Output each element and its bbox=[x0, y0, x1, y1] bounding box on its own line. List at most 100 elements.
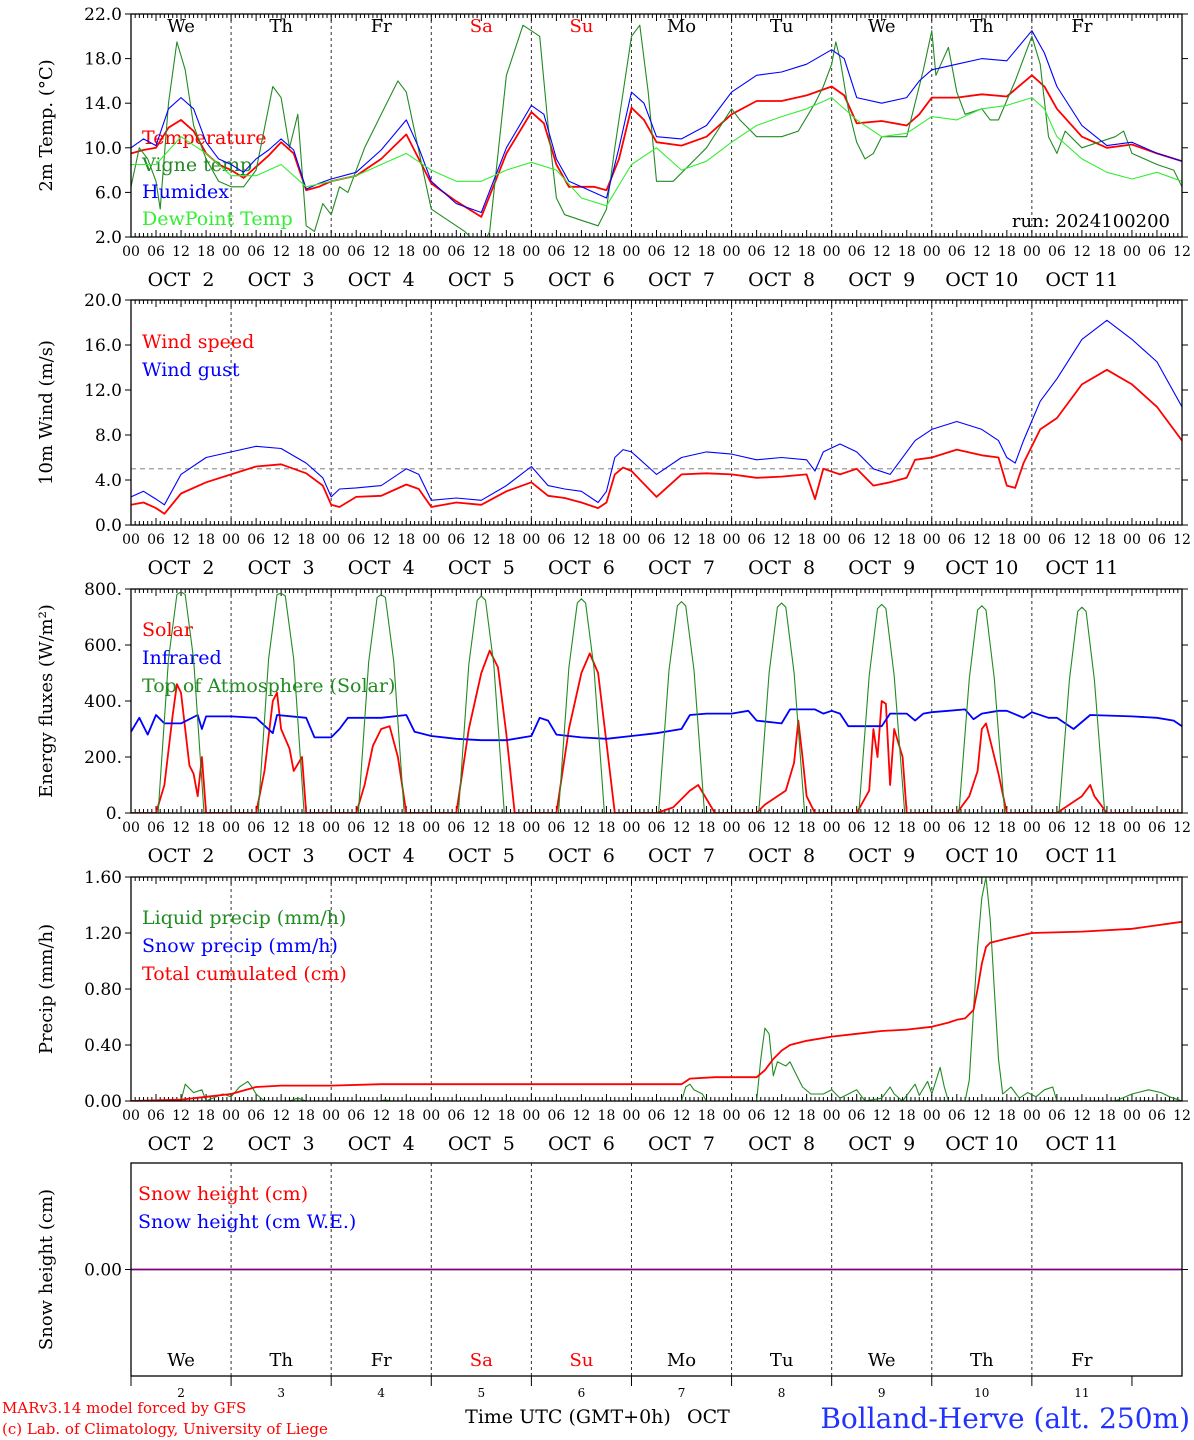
y-tick-label: 0. bbox=[106, 804, 122, 824]
hour-tick-label: 12 bbox=[372, 820, 390, 836]
legend-entry: Infrared bbox=[142, 647, 222, 669]
hour-tick-label: 18 bbox=[197, 1108, 215, 1124]
hour-tick-label: 18 bbox=[197, 820, 215, 836]
hour-tick-label: 12 bbox=[573, 244, 591, 260]
legend-entry: Wind speed bbox=[142, 331, 254, 353]
y-axis-title: 10m Wind (m/s) bbox=[36, 340, 57, 485]
hour-tick-label: 12 bbox=[873, 820, 891, 836]
hour-tick-label: 06 bbox=[848, 532, 866, 548]
hour-tick-label: 12 bbox=[272, 532, 290, 548]
hour-tick-label: 12 bbox=[973, 244, 991, 260]
day-number-label: 2 bbox=[177, 1386, 185, 1400]
date-label: OCT 7 bbox=[648, 269, 715, 291]
y-tick-label: 22.0 bbox=[84, 5, 122, 25]
y-tick-label: 0.80 bbox=[84, 980, 122, 1000]
y-tick-label: 1.20 bbox=[84, 924, 122, 944]
day-number-label: 8 bbox=[778, 1386, 786, 1400]
series-line-temperature bbox=[131, 74, 1182, 218]
hour-tick-label: 06 bbox=[347, 532, 365, 548]
weekday-label: Th bbox=[269, 1350, 293, 1371]
hour-tick-label: 06 bbox=[1148, 820, 1166, 836]
hour-tick-label: 06 bbox=[447, 820, 465, 836]
hour-tick-label: 18 bbox=[798, 1108, 816, 1124]
hour-tick-label: 00 bbox=[222, 1108, 240, 1124]
hour-tick-label: 00 bbox=[923, 820, 941, 836]
weekday-label: Sa bbox=[470, 16, 493, 37]
hour-tick-label: 18 bbox=[598, 820, 616, 836]
series-line-vigne-temp bbox=[131, 24, 1182, 237]
hour-tick-label: 18 bbox=[998, 820, 1016, 836]
hour-tick-label: 06 bbox=[347, 244, 365, 260]
date-label: OCT 8 bbox=[748, 557, 815, 579]
date-label: OCT 4 bbox=[348, 269, 415, 291]
hour-tick-label: 12 bbox=[1073, 244, 1091, 260]
series-line-solar bbox=[131, 649, 1182, 813]
hour-tick-label: 00 bbox=[422, 820, 440, 836]
legend-entry: Snow height (cm W.E.) bbox=[138, 1211, 356, 1233]
hour-tick-label: 18 bbox=[397, 532, 415, 548]
plot-frame bbox=[130, 299, 1183, 526]
hour-tick-label: 06 bbox=[147, 820, 165, 836]
hour-tick-label: 06 bbox=[147, 532, 165, 548]
hour-tick-label: 18 bbox=[698, 820, 716, 836]
hour-tick-label: 00 bbox=[522, 532, 540, 548]
y-tick-label: 6.0 bbox=[95, 183, 122, 203]
hour-tick-label: 06 bbox=[247, 1108, 265, 1124]
hour-tick-label: 06 bbox=[247, 532, 265, 548]
hour-tick-label: 12 bbox=[172, 820, 190, 836]
hour-tick-label: 12 bbox=[1073, 532, 1091, 548]
hour-tick-label: 18 bbox=[598, 244, 616, 260]
hour-tick-label: 12 bbox=[873, 244, 891, 260]
hour-tick-label: 00 bbox=[1023, 820, 1041, 836]
hour-tick-label: 18 bbox=[197, 532, 215, 548]
date-label: OCT 3 bbox=[248, 269, 315, 291]
date-label: OCT 5 bbox=[448, 845, 515, 867]
hour-tick-label: 12 bbox=[773, 532, 791, 548]
hour-tick-label: 12 bbox=[673, 1108, 691, 1124]
hour-tick-label: 12 bbox=[472, 244, 490, 260]
hour-tick-label: 18 bbox=[197, 244, 215, 260]
date-label: OCT 9 bbox=[848, 557, 915, 579]
hour-tick-label: 18 bbox=[1098, 820, 1116, 836]
date-label: OCT 9 bbox=[848, 845, 915, 867]
hour-tick-label: 12 bbox=[372, 244, 390, 260]
date-label: OCT 11 bbox=[1045, 557, 1118, 579]
y-tick-label: 4.0 bbox=[95, 471, 122, 491]
hour-tick-label: 12 bbox=[973, 820, 991, 836]
y-tick-label: 200. bbox=[84, 748, 122, 768]
day-number-label: 6 bbox=[578, 1386, 586, 1400]
y-axis-title: Energy fluxes (W/m²) bbox=[36, 604, 57, 798]
date-label: OCT 9 bbox=[848, 1133, 915, 1155]
legend-entry: Total cumulated (cm) bbox=[142, 963, 347, 985]
temp-panel: 2.0 6.0 10.0 14.0 18.0 22.0 2m Temp. (°C) 00 06 1… bbox=[36, 5, 1191, 291]
hour-tick-label: 12 bbox=[172, 1108, 190, 1124]
hour-tick-label: 06 bbox=[848, 244, 866, 260]
snow-panel: 0.00 Snow height (cm) We 2 Th 3 Fr 4 Sa 5 Su 6 Mo 7 Tu… bbox=[36, 1162, 1188, 1400]
hour-tick-label: 00 bbox=[623, 1108, 641, 1124]
hour-tick-label: 12 bbox=[1173, 820, 1191, 836]
hour-tick-label: 00 bbox=[322, 820, 340, 836]
date-label: OCT 11 bbox=[1045, 269, 1118, 291]
hour-tick-label: 06 bbox=[948, 1108, 966, 1124]
date-label: OCT 6 bbox=[548, 1133, 615, 1155]
hour-tick-label: 00 bbox=[322, 1108, 340, 1124]
hour-tick-label: 18 bbox=[798, 532, 816, 548]
hour-tick-label: 06 bbox=[247, 820, 265, 836]
legend-entry: Solar bbox=[142, 619, 194, 641]
date-label: OCT 11 bbox=[1045, 1133, 1118, 1155]
hour-tick-label: 06 bbox=[748, 532, 766, 548]
hour-tick-label: 00 bbox=[923, 244, 941, 260]
energy-panel: 0. 200. 400. 600. 800. Energy fluxes (W/m²) 00… bbox=[36, 580, 1191, 867]
series-line-infrared bbox=[131, 708, 1182, 742]
hour-tick-label: 00 bbox=[1123, 820, 1141, 836]
hour-tick-label: 12 bbox=[573, 820, 591, 836]
hour-tick-label: 06 bbox=[948, 244, 966, 260]
date-label: OCT 5 bbox=[448, 557, 515, 579]
y-tick-label: 8.0 bbox=[95, 426, 122, 446]
series-line-wind-speed bbox=[131, 368, 1182, 515]
hour-tick-label: 18 bbox=[397, 1108, 415, 1124]
hour-tick-label: 00 bbox=[723, 1108, 741, 1124]
hour-tick-label: 18 bbox=[598, 532, 616, 548]
hour-tick-label: 12 bbox=[673, 532, 691, 548]
